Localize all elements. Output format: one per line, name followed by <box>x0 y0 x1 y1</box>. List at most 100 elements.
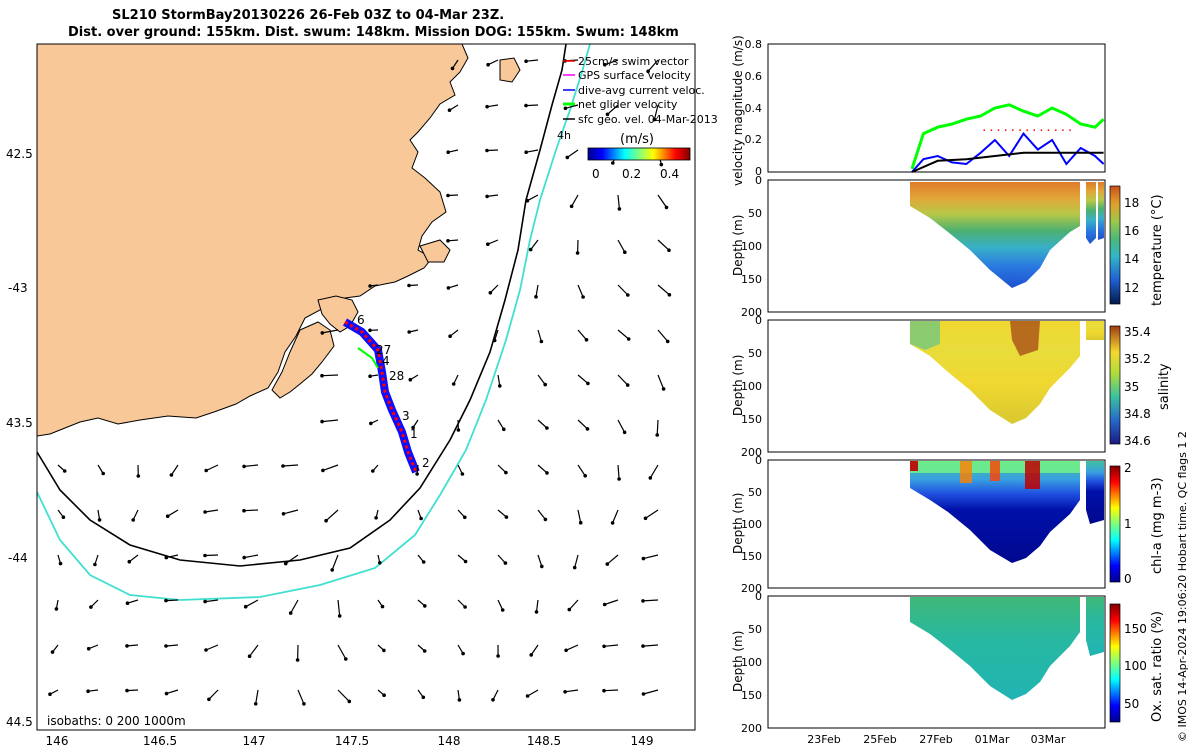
vel-ylabel: velocity magnitude (m/s) <box>731 35 745 186</box>
map-colorbar-title: (m/s) <box>620 132 654 147</box>
current-arrow <box>205 464 219 472</box>
chl-cb-label: chl-a (mg m-3) <box>1150 477 1165 574</box>
current-arrow <box>486 149 499 152</box>
legend-gps-velocity: GPS surface velocity <box>578 69 691 82</box>
temp-cb-tick-1: 14 <box>1124 252 1139 266</box>
velocity-red-dot <box>1026 129 1028 131</box>
current-arrow <box>525 104 539 107</box>
current-arrow-head <box>661 387 666 391</box>
current-arrow <box>527 194 539 202</box>
current-arrow <box>527 689 539 697</box>
current-arrow <box>657 194 667 208</box>
current-arrow-head <box>545 426 549 430</box>
current-arrow-head <box>655 433 659 437</box>
oxygen-colorbar <box>1109 603 1121 723</box>
current-arrow-head <box>165 514 170 518</box>
current-arrow <box>322 329 339 334</box>
chl-cb-tick-2: 2 <box>1124 461 1132 475</box>
current-arrow <box>604 59 619 66</box>
current-arrow-head <box>488 291 493 295</box>
current-arrow-head <box>330 568 335 572</box>
current-arrow-head <box>540 564 544 569</box>
map-ytick-2: 43.5 <box>6 416 33 430</box>
current-arrow <box>497 464 507 474</box>
legend-swim-vector: 25cm/s swim vector <box>578 55 689 68</box>
current-arrow <box>642 644 659 647</box>
current-arrow <box>530 239 539 250</box>
current-arrow-head <box>652 117 657 122</box>
ox-cb-label: Ox. sat. ratio (%) <box>1150 611 1165 722</box>
current-arrow-head <box>347 699 352 704</box>
current-arrow-head <box>446 239 450 243</box>
current-arrow <box>657 284 670 296</box>
current-arrow-head <box>503 561 508 565</box>
current-arrows <box>48 59 672 706</box>
current-arrow-head <box>451 382 456 386</box>
current-arrow-head <box>446 193 450 198</box>
current-arrow-head <box>324 518 328 523</box>
current-arrow-head <box>578 520 583 525</box>
current-arrow-head <box>125 644 129 648</box>
sal-cb-tick-3: 35.2 <box>1124 352 1151 366</box>
velocity-red-dot <box>1047 129 1050 131</box>
sal-cb-tick-1: 34.8 <box>1124 407 1151 421</box>
current-arrow-head <box>528 247 533 252</box>
current-arrow <box>653 104 659 120</box>
current-arrow <box>205 644 219 651</box>
velocity-red-dot <box>1069 129 1071 131</box>
map-legend: 25cm/s swim vector GPS surface velocity … <box>557 55 718 181</box>
current-arrow <box>603 689 619 692</box>
depth-axis-label: Depth (m) <box>731 215 745 276</box>
temperature-colorbar <box>1109 185 1121 305</box>
chl-cb-tick-1: 1 <box>1124 517 1132 531</box>
current-arrow-head <box>491 698 495 702</box>
current-arrow-head <box>617 477 621 481</box>
track-label-1: 1 <box>410 427 418 441</box>
current-arrow-head <box>164 644 168 648</box>
current-arrow-head <box>382 693 386 697</box>
current-arrow <box>537 329 542 342</box>
current-arrow-head <box>569 204 574 209</box>
current-arrow-head <box>622 430 627 435</box>
glider-track <box>342 318 420 474</box>
depth-axis-label: Depth (m) <box>731 631 745 692</box>
current-arrow-head <box>164 598 168 603</box>
current-arrow <box>657 329 669 342</box>
current-arrow-head <box>89 605 93 609</box>
current-arrow-head <box>131 518 135 522</box>
current-arrow-head <box>320 373 324 378</box>
current-arrow-head <box>58 561 63 566</box>
island-1 <box>499 57 521 83</box>
map-ytick-4: 44.5 <box>6 715 33 729</box>
depth-tick: 200 <box>741 306 762 319</box>
current-arrow-head <box>603 62 607 67</box>
current-arrow-head <box>602 644 606 649</box>
current-arrow <box>337 689 350 702</box>
current-arrow-head <box>50 650 55 654</box>
velocity-red-dot <box>1055 129 1057 131</box>
current-arrow-head <box>97 518 102 522</box>
current-arrow <box>204 554 219 557</box>
velocity-panel: 0 0.2 0.4 0.6 0.8 velocity magnitude (m/… <box>731 35 1106 186</box>
current-arrow-head <box>492 338 497 343</box>
land-mass <box>37 44 469 437</box>
track-label-28: 28 <box>389 369 404 383</box>
velocity-red-dot <box>1012 129 1014 131</box>
current-arrow-head <box>463 515 467 520</box>
temp-cb-tick-0: 12 <box>1124 281 1139 295</box>
current-arrow-head <box>575 251 580 255</box>
sal-cb-label: salinity <box>1157 363 1172 410</box>
track-label-3: 3 <box>402 409 410 423</box>
current-arrow-head <box>321 468 325 473</box>
current-arrow-head <box>93 562 97 567</box>
current-arrow-head <box>101 471 105 476</box>
current-arrow-head <box>86 646 91 651</box>
current-arrow-head <box>485 148 489 153</box>
current-arrow-head <box>545 471 549 475</box>
current-arrow <box>322 419 339 423</box>
map-ytick-3: -44 <box>8 551 28 565</box>
current-arrow-head <box>164 691 169 696</box>
current-arrow-head <box>421 560 426 564</box>
legend-net-glider: net glider velocity <box>578 98 678 111</box>
current-arrow-head <box>524 103 528 108</box>
